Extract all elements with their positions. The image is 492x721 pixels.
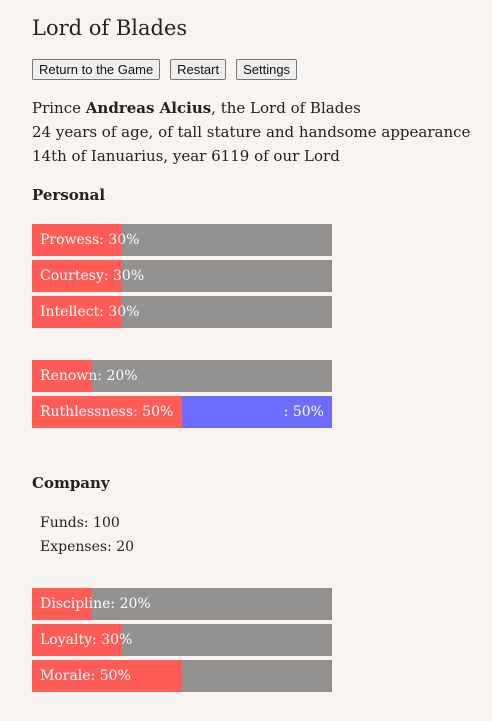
courtesy-fill	[32, 260, 122, 292]
ruthlessness-bar: Ruthlessness: 50% : 50%	[32, 396, 332, 428]
morale-label: Morale: 50%	[40, 668, 131, 684]
intellect-label: Intellect: 30%	[40, 304, 140, 320]
funds-stat: Funds: 100	[40, 515, 120, 531]
expenses-stat: Expenses: 20	[40, 539, 135, 555]
morale-bar: Morale: 50%	[32, 660, 332, 692]
renown-label: Renown: 20%	[40, 368, 138, 384]
title-prefix: Prince	[32, 99, 86, 117]
ruthlessness-label: Ruthlessness: 50%	[40, 404, 174, 420]
ruthlessness-opposite-fill	[182, 396, 332, 428]
courtesy-bar: Courtesy: 30%	[32, 260, 332, 292]
loyalty-label: Loyalty: 30%	[40, 632, 133, 648]
title-suffix: , the Lord of Blades	[211, 99, 361, 117]
prowess-label: Prowess: 30%	[40, 232, 140, 248]
ruthlessness-fill	[32, 396, 182, 428]
prowess-bar: Prowess: 30%	[32, 224, 332, 256]
current-date: 14th of Ianuarius, year 6119 of our Lord	[32, 147, 340, 165]
character-description: 24 years of age, of tall stature and han…	[32, 123, 471, 141]
company-heading: Company	[32, 474, 110, 492]
return-to-game-button[interactable]: Return to the Game	[32, 59, 161, 80]
ruthlessness-opposite-label: : 50%	[283, 404, 324, 420]
renown-bar: Renown: 20%	[32, 360, 332, 392]
toolbar: Return to the Game Restart Settings	[32, 59, 307, 80]
morale-fill	[32, 660, 182, 692]
personal-heading: Personal	[32, 186, 106, 204]
character-name: Andreas Alcius	[85, 99, 212, 117]
character-title-line: Prince Andreas Alcius, the Lord of Blade…	[32, 96, 470, 120]
character-intro: Prince Andreas Alcius, the Lord of Blade…	[32, 96, 470, 168]
discipline-fill	[32, 588, 92, 620]
prowess-fill	[32, 224, 122, 256]
settings-button[interactable]: Settings	[236, 59, 298, 80]
intellect-fill	[32, 296, 122, 328]
loyalty-fill	[32, 624, 122, 656]
courtesy-label: Courtesy: 30%	[40, 268, 145, 284]
intellect-bar: Intellect: 30%	[32, 296, 332, 328]
discipline-bar: Discipline: 20%	[32, 588, 332, 620]
discipline-label: Discipline: 20%	[40, 596, 151, 612]
renown-fill	[32, 360, 92, 392]
page-title: Lord of Blades	[32, 16, 188, 40]
loyalty-bar: Loyalty: 30%	[32, 624, 332, 656]
restart-button[interactable]: Restart	[170, 59, 227, 80]
